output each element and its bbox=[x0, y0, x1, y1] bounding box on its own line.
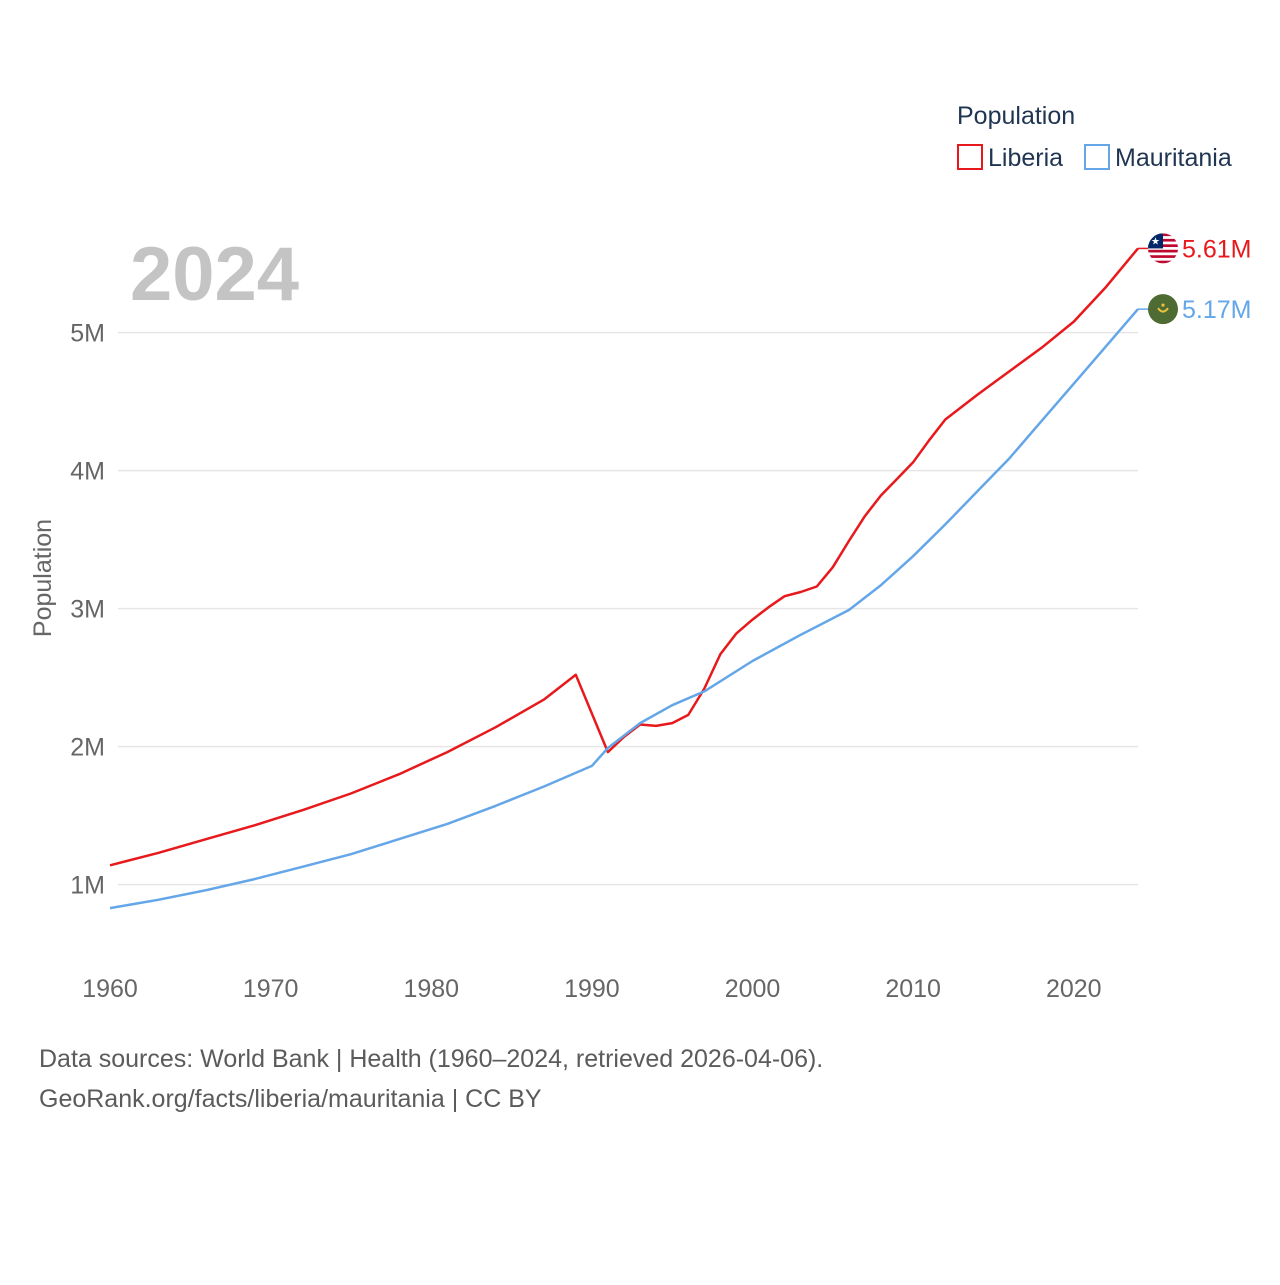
gridlines bbox=[118, 331, 1138, 886]
source-line: Data sources: World Bank | Health (1960–… bbox=[39, 1045, 824, 1073]
y-tick-label: 1M bbox=[70, 872, 105, 900]
y-tick-label: 2M bbox=[70, 734, 105, 762]
series-line-liberia[interactable] bbox=[109, 247, 1139, 867]
x-tick-label: 1960 bbox=[82, 975, 138, 1003]
legend-label-liberia[interactable]: Liberia bbox=[988, 144, 1063, 172]
x-tick-label: 1990 bbox=[564, 975, 620, 1003]
end-labels: ★ 5.61M 5.17M bbox=[1138, 233, 1251, 325]
y-tick-label: 5M bbox=[70, 320, 105, 348]
legend-swatch-mauritania[interactable] bbox=[1084, 144, 1110, 170]
x-tick-label: 1980 bbox=[403, 975, 459, 1003]
y-tick-label: 4M bbox=[70, 458, 105, 486]
end-value-label-mauritania: 5.17M bbox=[1182, 296, 1251, 324]
y-tick-label: 3M bbox=[70, 596, 105, 624]
end-value-label-liberia: 5.61M bbox=[1182, 235, 1251, 263]
x-tick-label: 1970 bbox=[243, 975, 299, 1003]
x-tick-label: 2020 bbox=[1046, 975, 1102, 1003]
credit-line[interactable]: GeoRank.org/facts/liberia/mauritania | C… bbox=[39, 1085, 542, 1113]
legend-title: Population bbox=[957, 102, 1075, 130]
series-lines bbox=[109, 247, 1139, 910]
year-watermark: 2024 bbox=[130, 232, 299, 317]
liberia-flag-icon: ★ bbox=[1148, 233, 1178, 264]
x-tick-label: 2000 bbox=[725, 975, 781, 1003]
axes: 1M 2M 3M 4M 5M 1960 1970 1980 1990 2000 2010 2020 bbox=[70, 320, 1101, 1003]
series-line-mauritania[interactable] bbox=[109, 308, 1139, 910]
mauritania-flag-icon bbox=[1148, 294, 1178, 325]
y-axis-title: Population bbox=[29, 519, 57, 637]
legend-swatch-liberia[interactable] bbox=[957, 144, 983, 170]
legend[interactable]: Population Liberia Mauritania bbox=[957, 102, 1232, 172]
legend-label-mauritania[interactable]: Mauritania bbox=[1115, 144, 1232, 172]
x-tick-label: 2010 bbox=[885, 975, 941, 1003]
svg-text:★: ★ bbox=[1151, 236, 1160, 247]
